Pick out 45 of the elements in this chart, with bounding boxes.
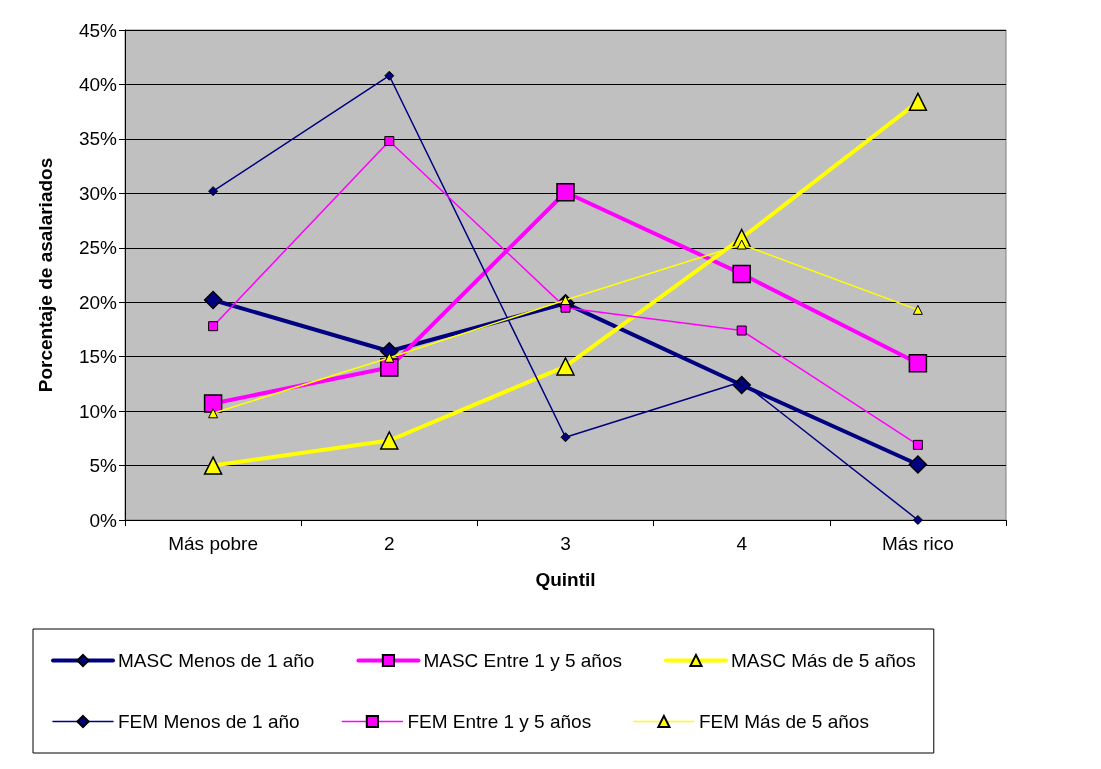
legend-label: MASC Menos de 1 año — [118, 650, 315, 671]
x-tick-label: 3 — [560, 533, 571, 554]
legend-label: FEM Menos de 1 año — [118, 711, 300, 732]
y-tick-label: 35% — [78, 128, 118, 150]
x-tick-label: Más rico — [882, 533, 954, 554]
legend-label: MASC Entre 1 y 5 años — [423, 650, 622, 671]
point — [560, 432, 571, 443]
point — [912, 439, 923, 450]
point — [908, 455, 928, 474]
y-tick-label: 45% — [78, 19, 118, 41]
x-tick-label: 2 — [384, 533, 395, 554]
point — [203, 456, 223, 475]
point — [736, 325, 747, 336]
point — [736, 239, 747, 250]
point — [203, 394, 223, 413]
y-tick-label: 10% — [78, 400, 118, 422]
point — [380, 431, 399, 450]
y-tick-label: 0% — [89, 509, 118, 531]
x-tick-label: 4 — [736, 533, 748, 554]
x-axis-title: Quintil — [535, 569, 596, 590]
point — [556, 357, 575, 376]
point — [208, 408, 219, 419]
legend-label: FEM Más de 5 años — [698, 711, 869, 732]
x-tick-label: Más pobre — [168, 533, 258, 554]
point — [384, 136, 395, 147]
point — [908, 353, 928, 373]
y-axis-title: Porcentaje de asalariados — [35, 157, 56, 393]
y-tick-label: 25% — [78, 237, 118, 259]
point — [556, 182, 575, 202]
point — [208, 321, 219, 332]
point — [208, 186, 219, 197]
y-tick-label: 30% — [78, 182, 118, 204]
y-tick-label: 5% — [89, 455, 118, 477]
point — [732, 264, 751, 284]
legend-label: MASC Más de 5 años — [730, 650, 916, 671]
y-tick-label: 40% — [78, 73, 118, 95]
point — [384, 352, 395, 363]
point — [912, 515, 923, 525]
y-tick-label: 20% — [78, 291, 118, 313]
point — [384, 70, 395, 81]
y-tick-label: 15% — [78, 346, 118, 368]
point — [912, 304, 923, 315]
point — [203, 290, 223, 310]
legend-label: FEM Entre 1 y 5 años — [407, 711, 592, 732]
point — [908, 92, 928, 112]
